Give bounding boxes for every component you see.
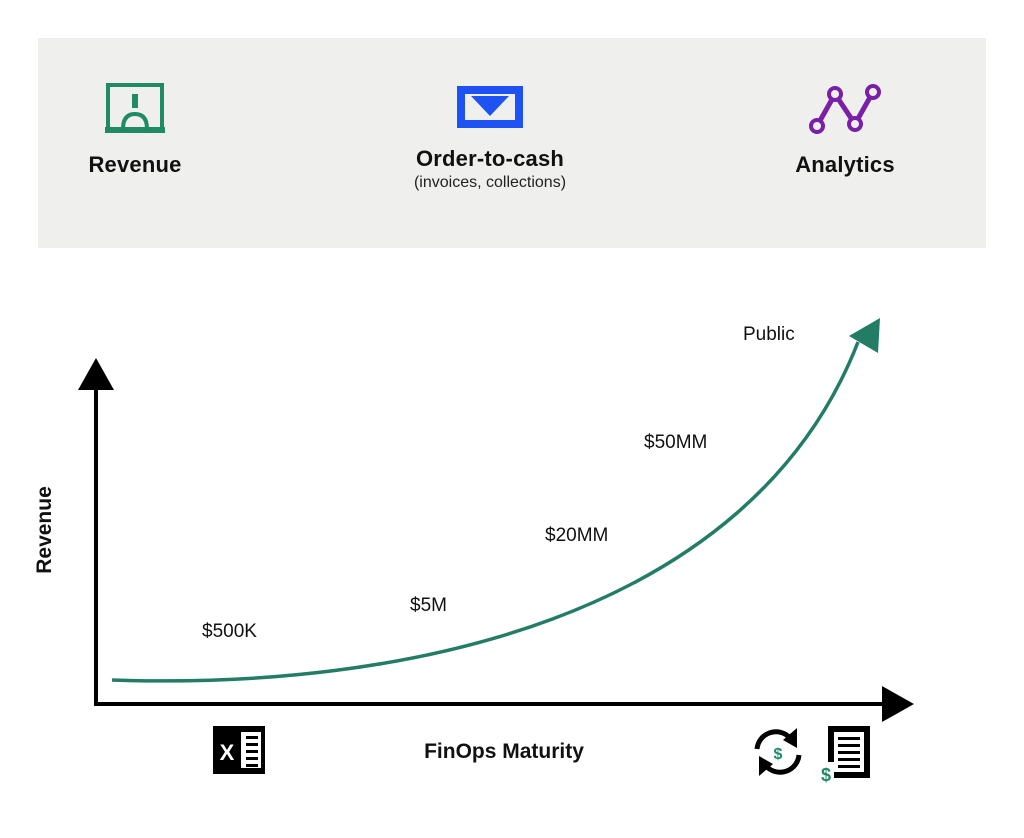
line-graph-nodes-icon bbox=[809, 84, 881, 134]
svg-text:$: $ bbox=[774, 746, 783, 763]
stage-label-5m: $5M bbox=[410, 595, 447, 616]
y-axis-arrowhead bbox=[78, 358, 114, 390]
categories-panel bbox=[38, 38, 986, 248]
category-revenue-title: Revenue bbox=[88, 152, 182, 177]
x-axis-label: FinOps Maturity bbox=[424, 740, 584, 763]
invoice-dollar-icon: $ bbox=[818, 726, 870, 785]
category-analytics: Analytics bbox=[770, 82, 920, 178]
growth-curve bbox=[111, 341, 860, 683]
svg-text:X: X bbox=[220, 740, 235, 765]
x-axis-arrowhead bbox=[882, 686, 914, 722]
category-revenue: Revenue bbox=[60, 82, 210, 178]
ribbon-banner-icon bbox=[105, 83, 165, 133]
stage-label-500k: $500K bbox=[202, 621, 257, 642]
stage-label-public: Public bbox=[743, 324, 795, 345]
svg-text:$: $ bbox=[821, 765, 831, 785]
growth-curve-arrowhead bbox=[849, 318, 880, 353]
stage-label-50mm: $50MM bbox=[644, 432, 707, 453]
spreadsheet-x-icon: X bbox=[213, 726, 265, 774]
category-analytics-title: Analytics bbox=[795, 152, 895, 177]
category-order-to-cash-subtitle: (invoices, collections) bbox=[413, 174, 567, 191]
envelope-icon bbox=[457, 86, 523, 128]
category-order-to-cash: Order-to-cash (invoices, collections) bbox=[340, 82, 640, 192]
y-axis-label: Revenue bbox=[33, 486, 56, 574]
stage-label-20mm: $20MM bbox=[545, 525, 608, 546]
sync-dollar-icon: $ bbox=[754, 728, 802, 776]
category-order-to-cash-title: Order-to-cash bbox=[415, 146, 565, 171]
